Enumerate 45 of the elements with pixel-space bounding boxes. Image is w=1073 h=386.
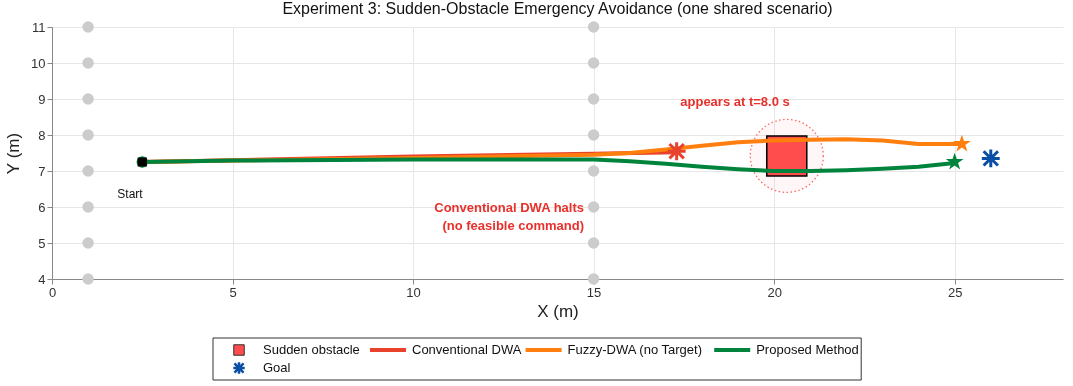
chart-title: Experiment 3: Sudden-Obstacle Emergency Avoidance (one shared scenario) bbox=[282, 0, 833, 17]
x-tick-label: 20 bbox=[767, 284, 782, 300]
y-tick-label: 8 bbox=[38, 127, 46, 143]
legend-label: Fuzzy-DWA (no Target) bbox=[567, 342, 702, 357]
x-axis-title: X (m) bbox=[537, 301, 579, 321]
y-axis-title: Y (m) bbox=[4, 132, 24, 175]
point bbox=[82, 165, 94, 177]
point bbox=[82, 273, 94, 285]
point bbox=[82, 57, 94, 69]
point bbox=[82, 237, 94, 249]
legend-label: Proposed Method bbox=[756, 342, 859, 357]
x-tick-label: 15 bbox=[586, 284, 602, 300]
y-tick-label: 4 bbox=[38, 271, 46, 287]
point bbox=[587, 57, 600, 69]
y-tick-label: 9 bbox=[38, 91, 46, 107]
legend-label: Goal bbox=[263, 360, 291, 375]
annotation: Conventional DWA halts (no feasible command) bbox=[434, 200, 584, 233]
point bbox=[587, 129, 600, 141]
legend-label: Sudden obstacle bbox=[263, 342, 360, 357]
x-tick-label: 5 bbox=[229, 284, 237, 300]
y-tick-label: 7 bbox=[38, 163, 46, 179]
point bbox=[82, 21, 94, 33]
y-tick-label: 11 bbox=[32, 19, 46, 35]
point bbox=[980, 147, 1002, 169]
x-tick-label: 25 bbox=[947, 284, 963, 300]
point bbox=[587, 93, 600, 105]
point bbox=[82, 93, 94, 105]
annotation: Start bbox=[117, 187, 144, 201]
point bbox=[587, 21, 600, 33]
point bbox=[587, 201, 600, 213]
point bbox=[945, 152, 964, 170]
point bbox=[953, 134, 971, 152]
x-tick-label: 10 bbox=[406, 284, 421, 300]
point bbox=[587, 237, 600, 249]
point bbox=[666, 140, 688, 162]
point bbox=[587, 165, 600, 177]
y-tick-label: 5 bbox=[38, 235, 46, 251]
legend-label: Conventional DWA bbox=[412, 342, 522, 357]
annotation: appears at t=8.0 s bbox=[680, 94, 790, 109]
point bbox=[82, 201, 94, 213]
point bbox=[587, 273, 600, 285]
y-tick-label: 10 bbox=[31, 55, 46, 71]
x-tick-label: 0 bbox=[48, 284, 57, 300]
y-tick-label: 6 bbox=[38, 199, 46, 215]
point bbox=[82, 129, 94, 141]
